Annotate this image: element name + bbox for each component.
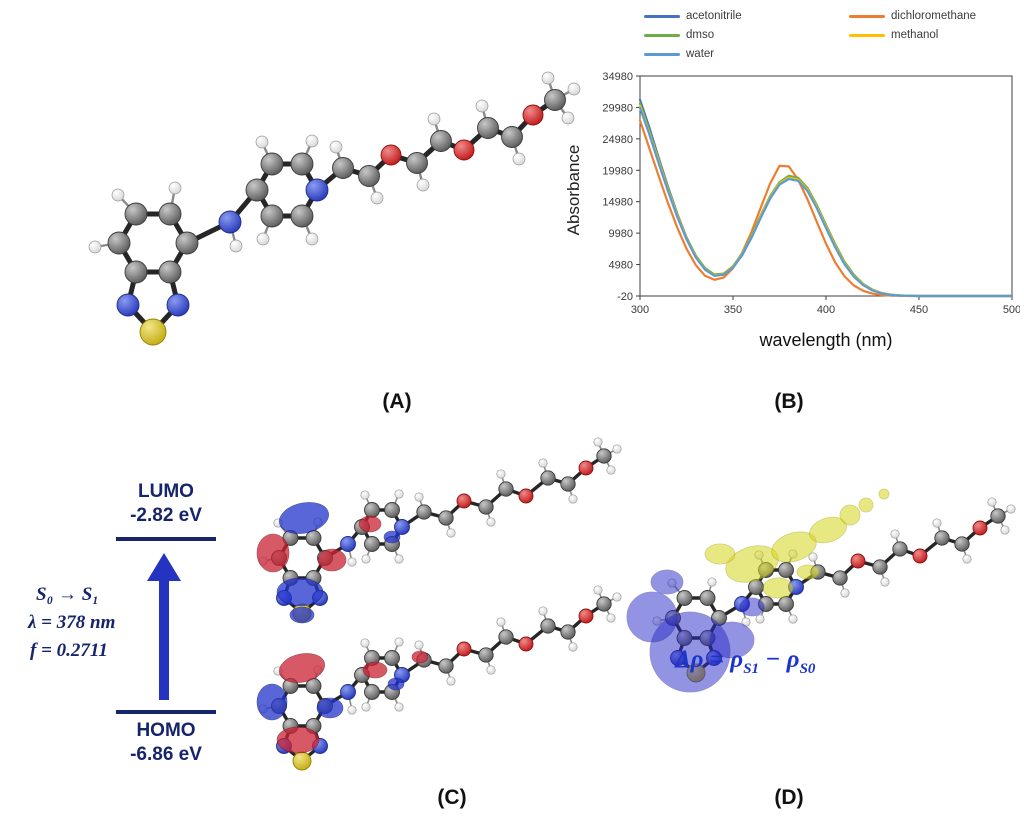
legend-item-methanol: methanol <box>849 27 1019 43</box>
y-tick-label: 9980 <box>609 228 633 240</box>
panel-label-a: (A) <box>382 390 412 413</box>
lumo-label: LUMO <box>138 481 194 502</box>
homo-orbital-image <box>256 584 623 772</box>
legend-swatch-dichloromethane <box>849 14 885 18</box>
y-tick-label: 29980 <box>602 102 633 114</box>
homo-level-line <box>116 710 216 714</box>
transition-label: S₀ → S₁ <box>36 584 99 605</box>
legend-item-acetonitrile: acetonitrile <box>644 8 849 24</box>
formula-lead: Δρ = ρ <box>675 646 744 673</box>
y-tick-label: 19980 <box>602 165 633 177</box>
legend-swatch-methanol <box>849 33 885 37</box>
legend-label: dmso <box>686 29 715 41</box>
legend-item-water: water <box>644 46 849 62</box>
formula-sub-s0: S0 <box>799 661 816 677</box>
homo-label: HOMO <box>136 720 196 741</box>
transition-arrow-shaft <box>159 580 169 700</box>
transition-arrow-head <box>147 553 181 581</box>
lumo-label-group: LUMO -2.82 eV <box>104 480 228 528</box>
legend-swatch-water <box>644 52 680 56</box>
molecule-3d-structure <box>88 71 581 346</box>
legend-label: methanol <box>891 29 939 41</box>
homo-label-group: HOMO -6.86 eV <box>104 719 228 767</box>
x-tick-label: 400 <box>817 304 835 316</box>
x-tick-label: 500 <box>1003 304 1020 316</box>
chart-legend: acetonitrile dichloromethane dmso methan… <box>644 8 1019 62</box>
formula-mid: − ρ <box>759 646 800 673</box>
panel-label-b: (B) <box>774 390 804 413</box>
x-axis-title: wavelength (nm) <box>759 330 893 350</box>
lumo-level-line <box>116 537 216 541</box>
lumo-orbital-image <box>256 436 623 624</box>
legend-item-dmso: dmso <box>644 27 849 43</box>
x-tick-label: 300 <box>631 304 649 316</box>
y-axis-title: Absorbance <box>564 144 583 236</box>
y-tick-label: 34980 <box>602 71 633 83</box>
panel-label-d: (D) <box>774 786 804 809</box>
x-tick-label: 450 <box>910 304 928 316</box>
homo-energy-value: -6.86 eV <box>130 743 202 765</box>
legend-label: acetonitrile <box>686 10 742 22</box>
oscillator-strength-label: f = 0.2711 <box>30 640 108 661</box>
legend-label: dichloromethane <box>891 10 977 22</box>
y-tick-label: 14980 <box>602 197 633 209</box>
formula-sub-s1: S1 <box>743 661 760 677</box>
series-line-water <box>638 106 1014 298</box>
legend-item-dichloromethane: dichloromethane <box>849 8 1019 24</box>
density-difference-image <box>626 488 1017 693</box>
y-tick-label: 24980 <box>602 134 633 146</box>
density-difference-formula: Δρ = ρS1 − ρS0 <box>675 646 815 678</box>
lumo-energy-value: -2.82 eV <box>130 504 202 526</box>
x-tick-label: 350 <box>724 304 742 316</box>
legend-swatch-dmso <box>644 33 680 37</box>
y-tick-label: 4980 <box>609 260 633 272</box>
wavelength-label: λ = 378 nm <box>28 612 116 633</box>
legend-swatch-acetonitrile <box>644 14 680 18</box>
panel-label-c: (C) <box>437 786 467 809</box>
plot-area-border <box>639 75 1013 297</box>
legend-label: water <box>686 48 715 60</box>
y-tick-label: -20 <box>617 291 633 303</box>
